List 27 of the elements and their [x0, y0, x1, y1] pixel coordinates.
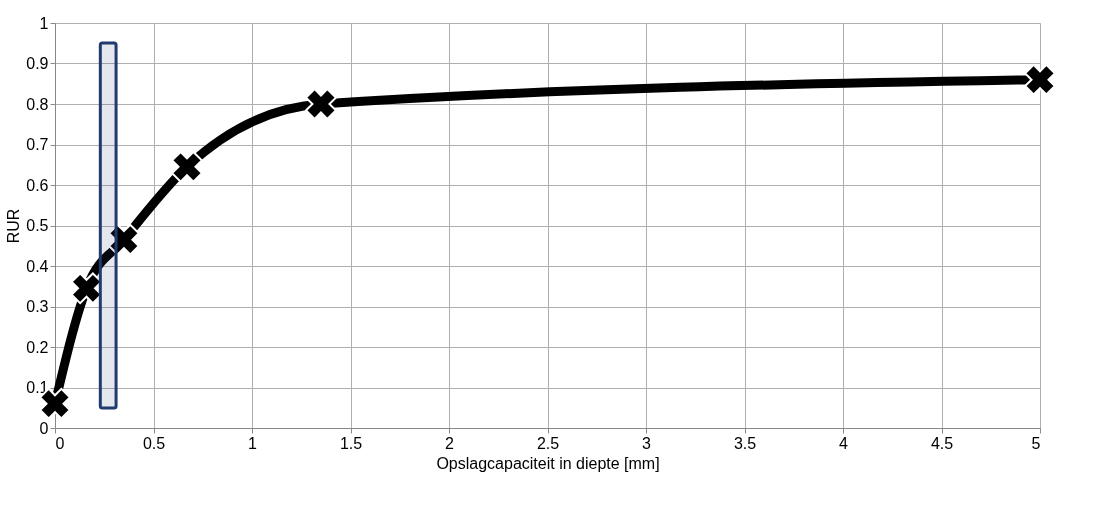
x-tick-label: 0.5 [142, 434, 166, 452]
y-tick-label: 0.9 [26, 55, 49, 72]
y-tick-label: 0.8 [26, 95, 49, 113]
y-tick-label: 1 [39, 14, 49, 32]
y-tick-label: 0.3 [26, 298, 49, 315]
x-tick-label: 2.5 [536, 434, 560, 452]
point [1024, 63, 1056, 96]
y-tick-label: 0.7 [26, 136, 49, 153]
x-tick-label: 1.5 [339, 434, 363, 452]
x-tick-label: 0 [55, 434, 65, 452]
point [171, 150, 203, 183]
point [108, 223, 140, 256]
x-tick-label: 2 [445, 434, 455, 452]
x-tick-label: 4.5 [930, 434, 954, 452]
point [305, 88, 337, 120]
y-tick-label: 0.5 [26, 217, 49, 234]
x-tick-label: 1 [248, 434, 258, 452]
x-tick-label: 5 [1031, 434, 1041, 452]
x-tick-label: 3 [642, 434, 652, 452]
y-tick-label: 0.6 [26, 176, 49, 194]
y-axis-title: RUR [5, 208, 23, 244]
y-tick-label: 0 [39, 419, 49, 437]
x-tick-label: 3.5 [733, 434, 757, 452]
x-tick-label: 4 [839, 434, 849, 452]
y-tick-label: 0.2 [26, 338, 49, 356]
y-tick-label: 0.4 [26, 257, 49, 275]
x-axis-title: Opslagcapaciteit in diepte [mm] [436, 454, 660, 472]
